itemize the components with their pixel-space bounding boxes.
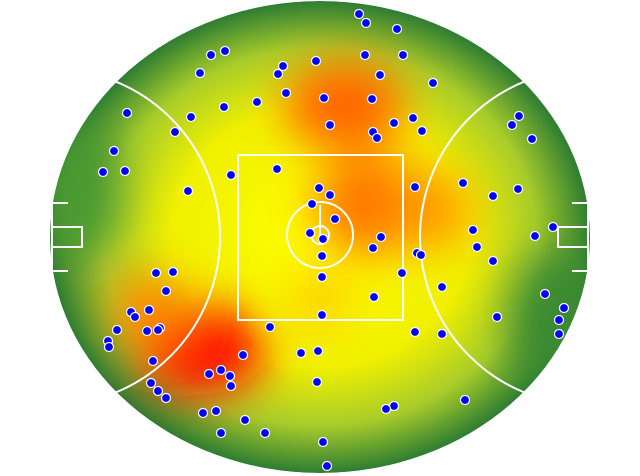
- point: [160, 392, 172, 404]
- point: [436, 328, 448, 340]
- point: [388, 117, 400, 129]
- point: [280, 87, 292, 99]
- point: [194, 67, 206, 79]
- point: [225, 169, 237, 181]
- point: [391, 23, 403, 35]
- point: [416, 125, 428, 137]
- point: [152, 324, 164, 336]
- point: [310, 55, 322, 67]
- point: [467, 224, 479, 236]
- point: [371, 132, 383, 144]
- point: [487, 255, 499, 267]
- point: [97, 166, 109, 178]
- point: [160, 285, 172, 297]
- point: [316, 309, 328, 321]
- point: [295, 347, 307, 359]
- point: [141, 325, 153, 337]
- point: [513, 110, 525, 122]
- point: [547, 221, 559, 233]
- point: [215, 427, 227, 439]
- point: [367, 242, 379, 254]
- point: [324, 189, 336, 201]
- point: [316, 271, 328, 283]
- point: [167, 266, 179, 278]
- point: [145, 377, 157, 389]
- point: [306, 198, 318, 210]
- point: [205, 49, 217, 61]
- point: [506, 119, 518, 131]
- point: [317, 233, 329, 245]
- point: [526, 133, 538, 145]
- point: [203, 368, 215, 380]
- point: [397, 49, 409, 61]
- point: [487, 190, 499, 202]
- point: [210, 405, 222, 417]
- point: [150, 267, 162, 279]
- point: [457, 177, 469, 189]
- point: [251, 96, 263, 108]
- point: [197, 407, 209, 419]
- point: [311, 376, 323, 388]
- point: [427, 77, 439, 89]
- point: [312, 345, 324, 357]
- point: [182, 185, 194, 197]
- point: [368, 291, 380, 303]
- point: [218, 101, 230, 113]
- point: [225, 380, 237, 392]
- point: [129, 311, 141, 323]
- point: [415, 249, 427, 261]
- point: [185, 111, 197, 123]
- point: [224, 370, 236, 382]
- point: [277, 60, 289, 72]
- point: [360, 17, 372, 29]
- point: [321, 460, 333, 472]
- point: [396, 267, 408, 279]
- point: [119, 165, 131, 177]
- point: [237, 349, 249, 361]
- point: [359, 49, 371, 61]
- point: [353, 8, 365, 20]
- point: [329, 213, 341, 225]
- point: [111, 324, 123, 336]
- point: [553, 314, 565, 326]
- point: [471, 241, 483, 253]
- point: [219, 45, 231, 57]
- point: [318, 92, 330, 104]
- point: [366, 93, 378, 105]
- point: [272, 68, 284, 80]
- point: [264, 321, 276, 333]
- point: [143, 304, 155, 316]
- point: [108, 145, 120, 157]
- point: [407, 112, 419, 124]
- point: [553, 328, 565, 340]
- point: [304, 227, 316, 239]
- point: [529, 230, 541, 242]
- point: [409, 181, 421, 193]
- point: [317, 436, 329, 448]
- point: [313, 182, 325, 194]
- point: [491, 311, 503, 323]
- point: [380, 403, 392, 415]
- point: [409, 326, 421, 338]
- point: [152, 385, 164, 397]
- point: [512, 183, 524, 195]
- point: [169, 126, 181, 138]
- point: [215, 364, 227, 376]
- point: [375, 231, 387, 243]
- point: [147, 355, 159, 367]
- point: [259, 427, 271, 439]
- point: [459, 394, 471, 406]
- point: [271, 163, 283, 175]
- point: [103, 341, 115, 353]
- point: [239, 414, 251, 426]
- point: [436, 281, 448, 293]
- point: [121, 107, 133, 119]
- point: [539, 288, 551, 300]
- point: [558, 302, 570, 314]
- point: [316, 250, 328, 262]
- point: [324, 119, 336, 131]
- point: [374, 69, 386, 81]
